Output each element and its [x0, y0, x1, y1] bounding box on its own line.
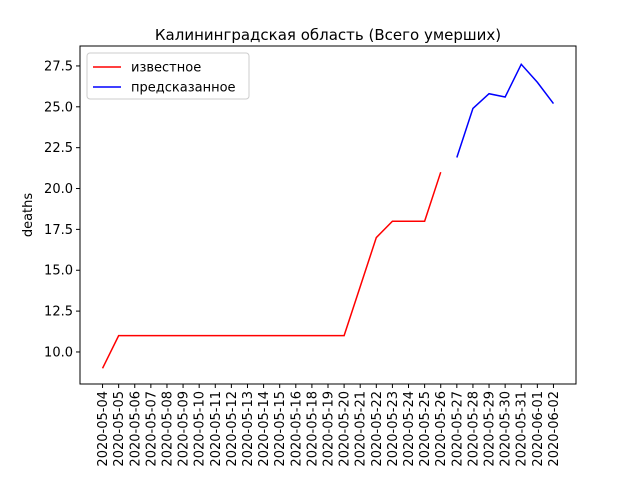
x-tick-label: 2020-05-31	[515, 391, 530, 467]
x-tick-label: 2020-05-11	[209, 391, 224, 467]
chart-title: Калининградская область (Всего умерших)	[155, 26, 501, 44]
plot-frame	[79, 45, 577, 385]
x-tick-label: 2020-05-14	[257, 391, 272, 467]
x-tick-label: 2020-05-09	[177, 391, 192, 467]
x-tick-label: 2020-05-07	[144, 391, 159, 467]
legend-label: предсказанное	[131, 81, 236, 96]
x-tick-label: 2020-06-01	[531, 391, 546, 467]
y-tick-label: 12.5	[44, 305, 73, 320]
x-tick-label: 2020-05-15	[273, 391, 288, 467]
x-tick-label: 2020-05-06	[128, 391, 143, 467]
y-tick-label: 25.0	[44, 100, 73, 115]
line-series	[456, 62, 555, 158]
y-tick-label: 22.5	[44, 141, 73, 156]
x-tick-label: 2020-05-27	[450, 391, 465, 467]
y-axis-label: deaths	[21, 193, 36, 238]
x-tick-label: 2020-06-02	[547, 391, 562, 467]
legend-label: известное	[131, 61, 201, 76]
y-tick-label: 17.5	[44, 223, 73, 238]
x-tick-label: 2020-05-20	[338, 391, 353, 467]
x-tick-label: 2020-05-21	[354, 391, 369, 467]
x-tick-label: 2020-05-29	[483, 391, 498, 467]
x-tick-label: 2020-05-25	[418, 391, 433, 467]
x-tick-label: 2020-05-23	[386, 391, 401, 467]
x-tick-label: 2020-05-30	[499, 391, 514, 467]
legend-box	[86, 52, 250, 100]
x-tick-label: 2020-05-08	[160, 391, 175, 467]
x-tick-label: 2020-05-10	[193, 391, 208, 467]
x-tick-label: 2020-05-16	[289, 391, 304, 467]
x-tick-label: 2020-05-28	[466, 391, 481, 467]
y-tick-label: 10.0	[44, 345, 73, 360]
y-tick-label: 15.0	[44, 264, 73, 279]
x-tick-label: 2020-05-18	[305, 391, 320, 467]
x-tick-label: 2020-05-04	[96, 391, 111, 467]
x-tick-label: 2020-05-22	[370, 391, 385, 467]
y-tick-label: 27.5	[44, 59, 73, 74]
y-tick-label: 20.0	[44, 182, 73, 197]
x-tick-label: 2020-05-13	[241, 391, 256, 467]
x-tick-label: 2020-05-05	[112, 391, 127, 467]
x-tick-label: 2020-05-12	[225, 391, 240, 467]
x-tick-label: 2020-05-26	[434, 391, 449, 467]
x-tick-label: 2020-05-19	[322, 391, 337, 467]
line-series	[101, 171, 442, 369]
x-tick-label: 2020-05-24	[402, 391, 417, 467]
